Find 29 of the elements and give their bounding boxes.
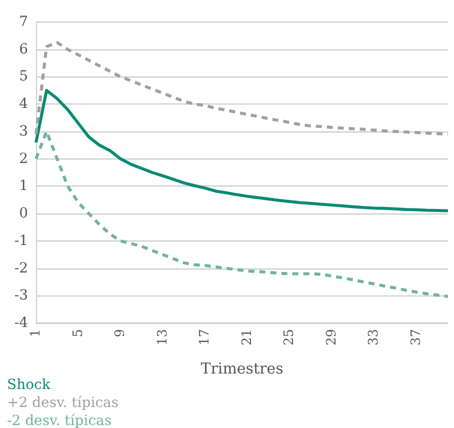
text: +2 desv. típicas (7, 395, 119, 411)
x-tick-label: 13 (155, 329, 170, 346)
y-tick-label: 6 (19, 41, 28, 58)
y-tick-label: 0 (19, 206, 28, 222)
y-tick-label: -3 (14, 288, 28, 304)
x-tick-label: 1 (28, 329, 44, 338)
line-series (34, 130, 450, 298)
y-tick-label: 1 (19, 178, 28, 194)
y-tick-label: -2 (14, 260, 28, 276)
text: -2 desv. típicas (7, 413, 112, 428)
y-tick-label: 7 (19, 14, 28, 30)
y-tick-label: 4 (19, 96, 28, 112)
line-series (34, 41, 450, 136)
y-tick-label: 3 (19, 123, 28, 140)
x-tick-label: 17 (198, 329, 213, 346)
y-tick-label: 2 (19, 150, 28, 167)
x-tick-label: 29 (324, 329, 340, 346)
x-tick-label: 9 (113, 329, 128, 338)
x-axis-title: Trimestres (200, 360, 284, 378)
y-tick-label: 5 (19, 68, 28, 85)
text: Shock (7, 377, 51, 393)
x-tick-label: 33 (366, 329, 382, 346)
x-tick-label: 37 (408, 329, 424, 346)
x-tick-label: 25 (282, 329, 298, 346)
y-tick-label: -1 (14, 232, 28, 249)
x-tick-label: 21 (240, 329, 255, 346)
x-tick-label: 5 (70, 329, 86, 338)
y-tick-label: -4 (14, 315, 28, 331)
line-series (34, 88, 450, 212)
